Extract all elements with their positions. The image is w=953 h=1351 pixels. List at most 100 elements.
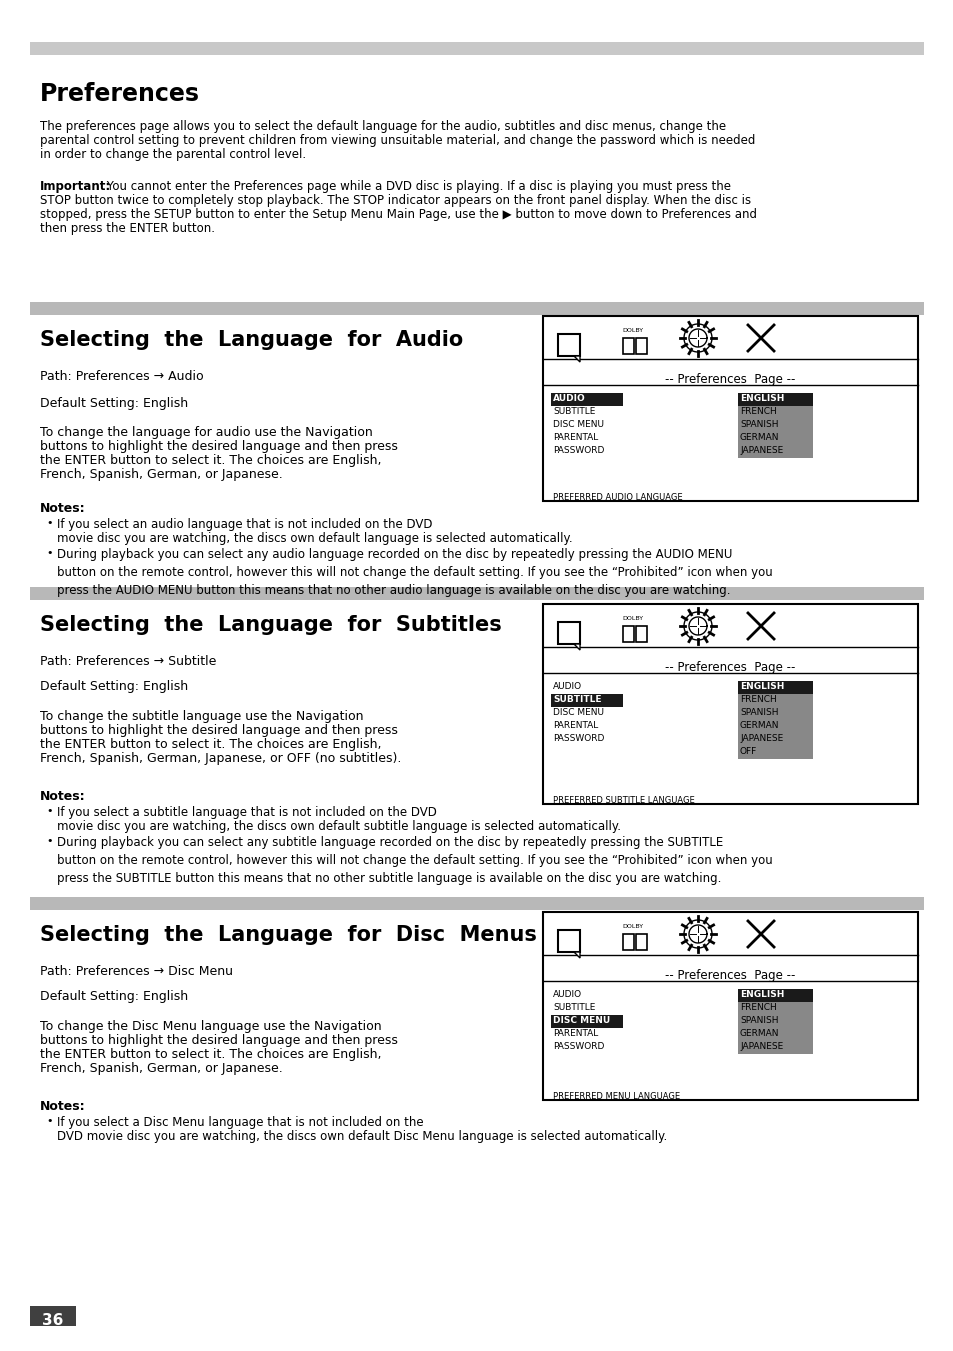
Text: the ENTER button to select it. The choices are English,: the ENTER button to select it. The choic… (40, 454, 381, 467)
Bar (558, 929, 579, 952)
Text: DISC MENU: DISC MENU (553, 1016, 610, 1025)
Text: buttons to highlight the desired language and then press: buttons to highlight the desired languag… (40, 1034, 397, 1047)
Text: Selecting  the  Language  for  Disc  Menus: Selecting the Language for Disc Menus (40, 925, 537, 944)
Text: GERMAN: GERMAN (740, 1029, 779, 1038)
Text: Notes:: Notes: (40, 503, 86, 515)
Text: buttons to highlight the desired language and then press: buttons to highlight the desired languag… (40, 440, 397, 453)
Bar (738, 1015, 812, 1028)
Text: then press the ENTER button.: then press the ENTER button. (40, 222, 214, 235)
Text: JAPANESE: JAPANESE (740, 1042, 782, 1051)
Bar (542, 604, 917, 804)
Bar (738, 734, 812, 746)
Bar (738, 1042, 812, 1054)
Bar (738, 393, 812, 407)
Bar (542, 316, 917, 501)
Bar (542, 912, 917, 1100)
Text: AUDIO: AUDIO (553, 394, 585, 403)
Text: You cannot enter the Preferences page while a DVD disc is playing. If a disc is : You cannot enter the Preferences page wh… (103, 180, 730, 193)
Text: To change the subtitle language use the Navigation: To change the subtitle language use the … (40, 711, 363, 723)
Bar (738, 444, 812, 458)
Text: STOP button twice to completely stop playback. The STOP indicator appears on the: STOP button twice to completely stop pla… (40, 195, 750, 207)
Polygon shape (574, 644, 579, 650)
Text: JAPANESE: JAPANESE (740, 734, 782, 743)
Polygon shape (574, 357, 579, 362)
Text: AUDIO: AUDIO (553, 682, 581, 690)
Bar (30, 586, 923, 600)
Text: -- Preferences  Page --: -- Preferences Page -- (664, 373, 795, 386)
Polygon shape (574, 952, 579, 958)
Text: •: • (46, 836, 52, 846)
Text: French, Spanish, German, or Japanese.: French, Spanish, German, or Japanese. (40, 467, 282, 481)
Text: Default Setting: English: Default Setting: English (40, 680, 188, 693)
Bar (738, 989, 812, 1002)
Text: parental control setting to prevent children from viewing unsuitable material, a: parental control setting to prevent chil… (40, 134, 755, 147)
Text: -- Preferences  Page --: -- Preferences Page -- (664, 969, 795, 982)
Text: GERMAN: GERMAN (740, 721, 779, 730)
Text: SPANISH: SPANISH (740, 420, 778, 430)
Text: PASSWORD: PASSWORD (553, 734, 604, 743)
Bar (738, 707, 812, 720)
Text: •: • (46, 517, 52, 528)
Text: PREFERRED MENU LANGUAGE: PREFERRED MENU LANGUAGE (553, 1092, 679, 1101)
Bar (738, 419, 812, 432)
Bar (738, 1002, 812, 1015)
Text: FRENCH: FRENCH (740, 407, 776, 416)
Text: DOLBY: DOLBY (621, 328, 643, 332)
Bar (30, 42, 923, 55)
Text: Selecting  the  Language  for  Subtitles: Selecting the Language for Subtitles (40, 615, 501, 635)
Text: FRENCH: FRENCH (740, 694, 776, 704)
Text: JAPANESE: JAPANESE (740, 446, 782, 455)
Text: Default Setting: English: Default Setting: English (40, 990, 188, 1002)
Text: During playback you can select any audio language recorded on the disc by repeat: During playback you can select any audio… (57, 549, 772, 597)
Text: PARENTAL: PARENTAL (553, 721, 598, 730)
Text: SUBTITLE: SUBTITLE (553, 1002, 595, 1012)
Text: DVD movie disc you are watching, the discs own default Disc Menu language is sel: DVD movie disc you are watching, the dis… (57, 1129, 666, 1143)
Text: FRENCH: FRENCH (740, 1002, 776, 1012)
Bar (738, 694, 812, 707)
Text: ENGLISH: ENGLISH (740, 990, 783, 998)
Text: GERMAN: GERMAN (740, 434, 779, 442)
Text: AUDIO: AUDIO (553, 990, 581, 998)
Text: French, Spanish, German, or Japanese.: French, Spanish, German, or Japanese. (40, 1062, 282, 1075)
Bar (622, 626, 634, 642)
Text: Default Setting: English: Default Setting: English (40, 397, 188, 409)
Text: If you select an audio language that is not included on the DVD: If you select an audio language that is … (57, 517, 432, 531)
Text: DOLBY: DOLBY (621, 924, 643, 929)
Text: To change the language for audio use the Navigation: To change the language for audio use the… (40, 426, 373, 439)
Bar (558, 621, 579, 644)
Text: •: • (46, 549, 52, 558)
Text: PREFERRED SUBTITLE LANGUAGE: PREFERRED SUBTITLE LANGUAGE (553, 796, 694, 805)
Bar (738, 432, 812, 444)
Text: PARENTAL: PARENTAL (553, 434, 598, 442)
Text: SUBTITLE: SUBTITLE (553, 694, 601, 704)
Text: ENGLISH: ENGLISH (740, 394, 783, 403)
Text: OFF: OFF (740, 747, 757, 757)
Text: in order to change the parental control level.: in order to change the parental control … (40, 149, 306, 161)
Text: DISC MENU: DISC MENU (553, 708, 603, 717)
Text: To change the Disc Menu language use the Navigation: To change the Disc Menu language use the… (40, 1020, 381, 1034)
Text: -- Preferences  Page --: -- Preferences Page -- (664, 661, 795, 674)
Text: ENGLISH: ENGLISH (740, 682, 783, 690)
Text: PASSWORD: PASSWORD (553, 1042, 604, 1051)
Bar (738, 720, 812, 734)
Text: SPANISH: SPANISH (740, 1016, 778, 1025)
Text: Notes:: Notes: (40, 1100, 86, 1113)
Bar (551, 393, 622, 407)
Bar (738, 746, 812, 759)
Bar (30, 303, 923, 315)
Text: Path: Preferences → Audio: Path: Preferences → Audio (40, 370, 203, 382)
Text: During playback you can select any subtitle language recorded on the disc by rep: During playback you can select any subti… (57, 836, 772, 885)
Text: Preferences: Preferences (40, 82, 200, 105)
Text: •: • (46, 1116, 52, 1125)
Text: If you select a subtitle language that is not included on the DVD: If you select a subtitle language that i… (57, 807, 436, 819)
Bar (636, 626, 646, 642)
Bar (636, 934, 646, 950)
Text: •: • (46, 807, 52, 816)
Text: PARENTAL: PARENTAL (553, 1029, 598, 1038)
Text: SPANISH: SPANISH (740, 708, 778, 717)
Text: the ENTER button to select it. The choices are English,: the ENTER button to select it. The choic… (40, 738, 381, 751)
Text: DISC MENU: DISC MENU (553, 420, 603, 430)
Text: If you select a Disc Menu language that is not included on the: If you select a Disc Menu language that … (57, 1116, 423, 1129)
Text: Path: Preferences → Subtitle: Path: Preferences → Subtitle (40, 655, 216, 667)
Text: Notes:: Notes: (40, 790, 86, 802)
